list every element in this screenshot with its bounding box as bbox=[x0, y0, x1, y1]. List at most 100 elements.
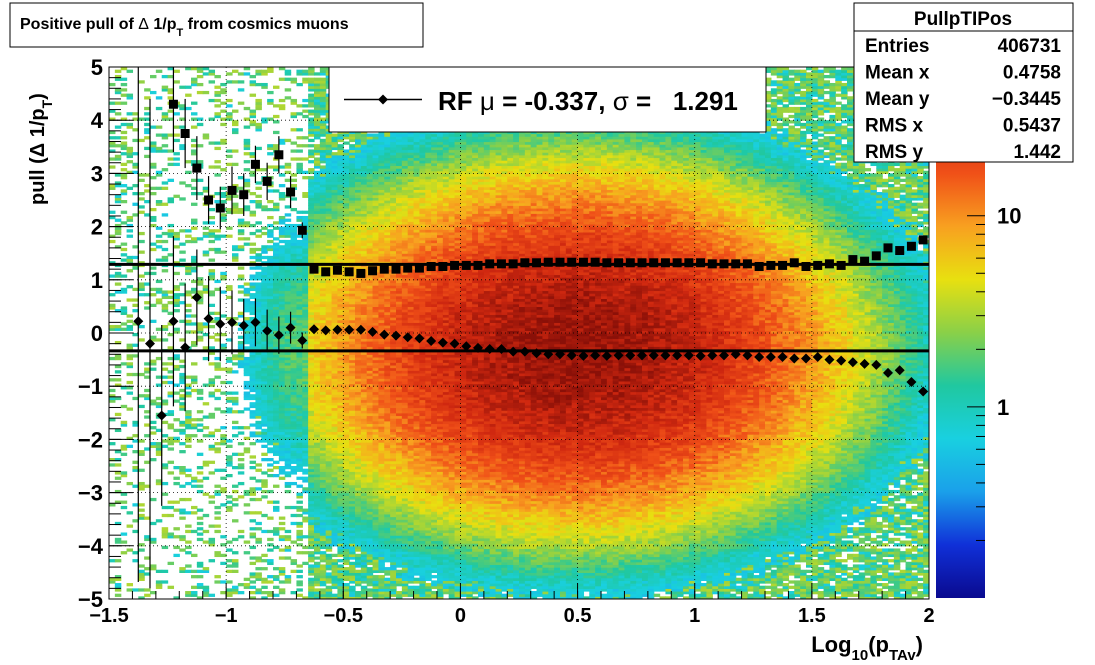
heatmap-cell bbox=[273, 402, 280, 406]
heatmap-cell bbox=[325, 572, 333, 576]
heatmap-cell bbox=[337, 521, 344, 526]
heatmap-cell bbox=[120, 274, 128, 278]
heatmap-cell bbox=[319, 325, 327, 329]
heatmap-cell bbox=[290, 439, 298, 443]
heatmap-cell bbox=[360, 282, 368, 286]
heatmap-cell bbox=[355, 407, 362, 411]
heatmap-cell bbox=[314, 537, 321, 542]
heatmap-cell bbox=[355, 160, 362, 164]
heatmap-cell bbox=[261, 378, 268, 382]
heatmap-cell bbox=[384, 375, 391, 379]
heatmap-cell bbox=[319, 503, 327, 507]
heatmap-cell bbox=[185, 391, 192, 395]
heatmap-cell bbox=[308, 306, 315, 310]
heatmap-cell bbox=[314, 309, 321, 313]
heatmap-cell bbox=[378, 415, 385, 419]
heatmap-cell bbox=[366, 364, 374, 369]
heatmap-cell bbox=[343, 455, 350, 459]
heatmap-cell bbox=[284, 436, 292, 440]
heatmap-cell bbox=[314, 146, 321, 151]
heatmap-cell bbox=[378, 521, 385, 526]
heatmap-cell bbox=[255, 298, 262, 302]
heatmap-cell bbox=[302, 306, 309, 310]
heatmap-cell bbox=[325, 325, 333, 329]
heatmap-cell bbox=[290, 436, 298, 440]
heatmap-cell bbox=[132, 202, 139, 206]
heatmap-cell bbox=[384, 527, 391, 531]
heatmap-cell bbox=[372, 444, 380, 448]
heatmap-cell bbox=[132, 551, 139, 555]
heatmap-cell bbox=[319, 473, 327, 478]
heatmap-cell bbox=[314, 178, 321, 182]
heatmap-cell bbox=[302, 279, 309, 284]
heatmap-cell bbox=[314, 479, 321, 483]
heatmap-cell bbox=[290, 415, 298, 419]
heatmap-cell bbox=[249, 261, 257, 265]
heatmap-cell bbox=[296, 327, 303, 331]
heatmap-cell bbox=[302, 69, 309, 73]
heatmap-cell bbox=[308, 545, 315, 550]
heatmap-cell bbox=[343, 450, 350, 454]
heatmap-cell bbox=[372, 503, 380, 507]
heatmap-cell bbox=[314, 513, 321, 518]
heatmap-cell bbox=[360, 447, 368, 451]
heatmap-cell bbox=[144, 282, 151, 286]
heatmap-cell bbox=[208, 471, 216, 475]
heatmap-cell bbox=[355, 420, 362, 425]
heatmap-cell bbox=[378, 152, 385, 156]
heatmap-cell bbox=[378, 481, 385, 486]
heatmap-cell bbox=[284, 399, 292, 403]
heatmap-cell bbox=[126, 386, 134, 390]
heatmap-cell bbox=[267, 580, 274, 584]
heatmap-cell bbox=[214, 90, 221, 95]
heatmap-cell bbox=[120, 420, 128, 425]
heatmap-cell bbox=[208, 72, 216, 76]
heatmap-cell bbox=[360, 314, 368, 318]
heatmap-cell bbox=[161, 545, 169, 550]
heatmap-cell bbox=[126, 319, 134, 323]
heatmap-cell bbox=[343, 484, 350, 488]
heatmap-cell bbox=[349, 479, 356, 483]
heatmap-cell bbox=[314, 442, 321, 446]
heatmap-cell bbox=[360, 495, 368, 499]
heatmap-cell bbox=[278, 351, 286, 355]
heatmap-cell bbox=[273, 205, 280, 209]
heatmap-cell bbox=[372, 495, 380, 499]
heatmap-cell bbox=[378, 442, 385, 446]
heatmap-cell bbox=[319, 287, 327, 292]
heatmap-cell bbox=[196, 338, 204, 342]
heatmap-cell bbox=[255, 303, 262, 307]
heatmap-cell bbox=[384, 513, 391, 518]
heatmap-cell bbox=[278, 184, 286, 188]
heatmap-cell bbox=[273, 303, 280, 307]
heatmap-cell bbox=[173, 436, 180, 440]
heatmap-cell bbox=[308, 93, 315, 97]
heatmap-cell bbox=[255, 511, 262, 515]
heatmap-cell bbox=[384, 277, 391, 281]
heatmap-cell bbox=[366, 152, 374, 156]
heatmap-cell bbox=[284, 96, 292, 100]
heatmap-cell bbox=[349, 359, 356, 363]
heatmap-cell bbox=[343, 394, 350, 398]
heatmap-cell bbox=[109, 580, 116, 584]
heatmap-cell bbox=[384, 327, 391, 331]
heatmap-cell bbox=[349, 543, 356, 547]
heatmap-cell bbox=[360, 178, 368, 182]
heatmap-cell bbox=[360, 303, 368, 307]
heatmap-cell bbox=[366, 141, 374, 145]
heatmap-cell bbox=[302, 442, 309, 446]
heatmap-cell bbox=[191, 591, 198, 595]
heatmap-cell bbox=[378, 444, 385, 448]
heatmap-cell bbox=[314, 205, 321, 209]
heatmap-cell bbox=[314, 423, 321, 427]
heatmap-cell bbox=[360, 261, 368, 265]
heatmap-cell bbox=[150, 242, 157, 246]
heatmap-cell bbox=[360, 564, 368, 568]
heatmap-cell bbox=[378, 325, 385, 329]
heatmap-cell bbox=[296, 583, 303, 587]
heatmap-cell bbox=[167, 513, 175, 518]
heatmap-cell bbox=[331, 434, 339, 438]
heatmap-cell bbox=[366, 311, 374, 315]
heatmap-cell bbox=[319, 168, 327, 172]
heatmap-cell bbox=[150, 218, 157, 222]
